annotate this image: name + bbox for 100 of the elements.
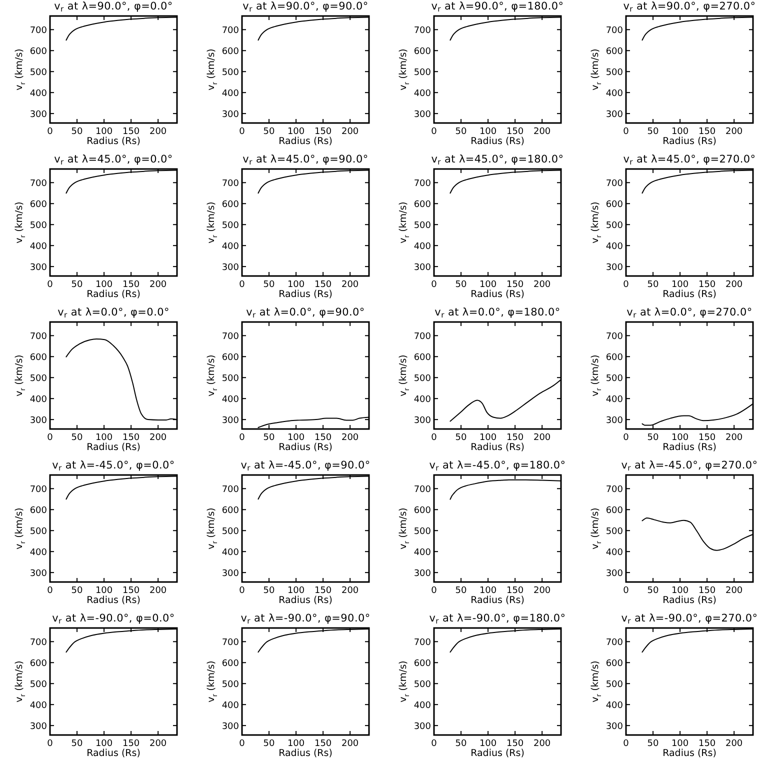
x-tick-label: 200: [341, 127, 359, 137]
x-tick-label: 100: [479, 433, 497, 443]
chart-title: v$_{r}$ at λ=45.0°, φ=90.0°: [242, 154, 368, 166]
y-tick-label: 300: [606, 262, 624, 273]
y-tick-label: 700: [414, 332, 432, 342]
x-tick-label: 150: [314, 280, 332, 290]
x-tick-label: 0: [239, 433, 246, 443]
y-tick-label: 600: [606, 46, 624, 57]
chart-title: v$_{r}$ at λ=-45.0°, φ=90.0°: [240, 460, 370, 472]
x-axis-title: Radius (Rs): [662, 442, 716, 453]
y-tick-label: 300: [30, 722, 48, 732]
x-axis-title: Radius (Rs): [470, 748, 524, 759]
x-tick-label: 150: [698, 127, 716, 137]
y-tick-label: 500: [30, 526, 48, 537]
x-tick-label: 150: [698, 739, 716, 749]
x-tick-label: 150: [122, 739, 140, 749]
x-tick-label: 100: [671, 127, 689, 137]
chart-title: v$_{r}$ at λ=-90.0°, φ=90.0°: [240, 612, 370, 626]
y-tick-label: 300: [30, 416, 48, 426]
x-tick-label: 100: [479, 280, 497, 290]
y-tick-label: 300: [606, 722, 624, 732]
y-tick-label: 600: [222, 46, 240, 57]
x-tick-label: 0: [47, 433, 54, 443]
x-tick-label: 50: [263, 433, 276, 443]
y-tick-label: 300: [606, 110, 624, 120]
y-tick-label: 400: [606, 548, 624, 558]
x-tick-label: 150: [314, 739, 332, 749]
y-tick-label: 700: [606, 26, 624, 36]
x-tick-label: 100: [671, 586, 689, 596]
x-tick-label: 200: [149, 280, 167, 290]
x-tick-label: 50: [647, 739, 660, 749]
y-tick-label: 500: [606, 680, 624, 690]
chart-title: v$_{r}$ at λ=0.0°, φ=0.0°: [58, 306, 170, 320]
x-tick-label: 150: [506, 127, 524, 137]
y-tick-label: 400: [222, 394, 240, 405]
chart-title: v$_{r}$ at λ=90.0°, φ=180.0°: [431, 0, 564, 14]
y-tick-label: 700: [414, 638, 432, 648]
chart-title: v$_{r}$ at λ=-45.0°, φ=180.0°: [429, 460, 566, 472]
x-tick-label: 150: [506, 586, 524, 596]
x-tick-label: 50: [71, 433, 84, 443]
x-axis-title: Radius (Rs): [662, 595, 716, 606]
x-tick-label: 150: [122, 433, 140, 443]
y-tick-label: 500: [222, 374, 240, 384]
x-tick-label: 0: [431, 433, 438, 443]
x-tick-label: 150: [698, 280, 716, 290]
x-tick-label: 150: [698, 433, 716, 443]
x-tick-label: 0: [431, 739, 438, 749]
x-tick-label: 100: [287, 127, 305, 137]
y-tick-label: 600: [414, 506, 432, 516]
y-tick-label: 400: [30, 88, 48, 99]
y-tick-label: 500: [222, 526, 240, 537]
x-tick-label: 50: [455, 433, 468, 443]
y-tick-label: 300: [222, 262, 240, 273]
y-tick-label: 400: [30, 700, 48, 711]
y-tick-label: 500: [30, 68, 48, 78]
y-tick-label: 400: [222, 88, 240, 99]
y-tick-label: 400: [30, 242, 48, 252]
x-axis-title: Radius (Rs): [470, 595, 524, 606]
y-tick-label: 500: [606, 526, 624, 537]
y-tick-label: 400: [222, 548, 240, 558]
x-tick-label: 150: [314, 586, 332, 596]
chart-title: v$_{r}$ at λ=45.0°, φ=180.0°: [431, 154, 564, 166]
x-tick-label: 150: [506, 280, 524, 290]
x-tick-label: 50: [647, 586, 660, 596]
y-tick-label: 700: [222, 178, 240, 189]
x-tick-label: 150: [122, 586, 140, 596]
x-tick-label: 200: [149, 433, 167, 443]
x-tick-label: 150: [506, 433, 524, 443]
y-tick-label: 400: [414, 700, 432, 711]
x-tick-label: 50: [647, 127, 660, 137]
x-axis-title: Radius (Rs): [278, 748, 332, 759]
y-tick-label: 500: [30, 220, 48, 231]
y-tick-label: 700: [414, 178, 432, 189]
x-tick-label: 50: [647, 280, 660, 290]
x-tick-label: 200: [341, 586, 359, 596]
x-tick-label: 50: [263, 280, 276, 290]
x-axis-title: Radius (Rs): [86, 595, 140, 606]
y-tick-label: 300: [222, 568, 240, 579]
x-axis-title: Radius (Rs): [278, 136, 332, 147]
x-tick-label: 150: [698, 586, 716, 596]
x-tick-label: 50: [71, 739, 84, 749]
y-tick-label: 600: [606, 200, 624, 210]
x-tick-label: 200: [725, 127, 743, 137]
y-tick-label: 400: [606, 700, 624, 711]
chart-title: v$_{r}$ at λ=-45.0°, φ=0.0°: [52, 460, 175, 472]
y-tick-label: 500: [414, 374, 432, 384]
chart-title: v$_{r}$ at λ=-90.0°, φ=180.0°: [429, 612, 566, 626]
x-tick-label: 0: [47, 586, 54, 596]
y-tick-label: 500: [30, 374, 48, 384]
x-tick-label: 100: [671, 280, 689, 290]
x-axis-title: Radius (Rs): [86, 748, 140, 759]
y-tick-label: 400: [30, 548, 48, 558]
x-tick-label: 200: [725, 433, 743, 443]
y-tick-label: 600: [30, 200, 48, 210]
x-tick-label: 0: [239, 127, 246, 137]
y-tick-label: 500: [222, 220, 240, 231]
y-tick-label: 600: [30, 352, 48, 363]
x-tick-label: 50: [455, 127, 468, 137]
chart-title: v$_{r}$ at λ=45.0°, φ=270.0°: [623, 154, 756, 166]
chart-title: v$_{r}$ at λ=90.0°, φ=270.0°: [623, 0, 756, 14]
